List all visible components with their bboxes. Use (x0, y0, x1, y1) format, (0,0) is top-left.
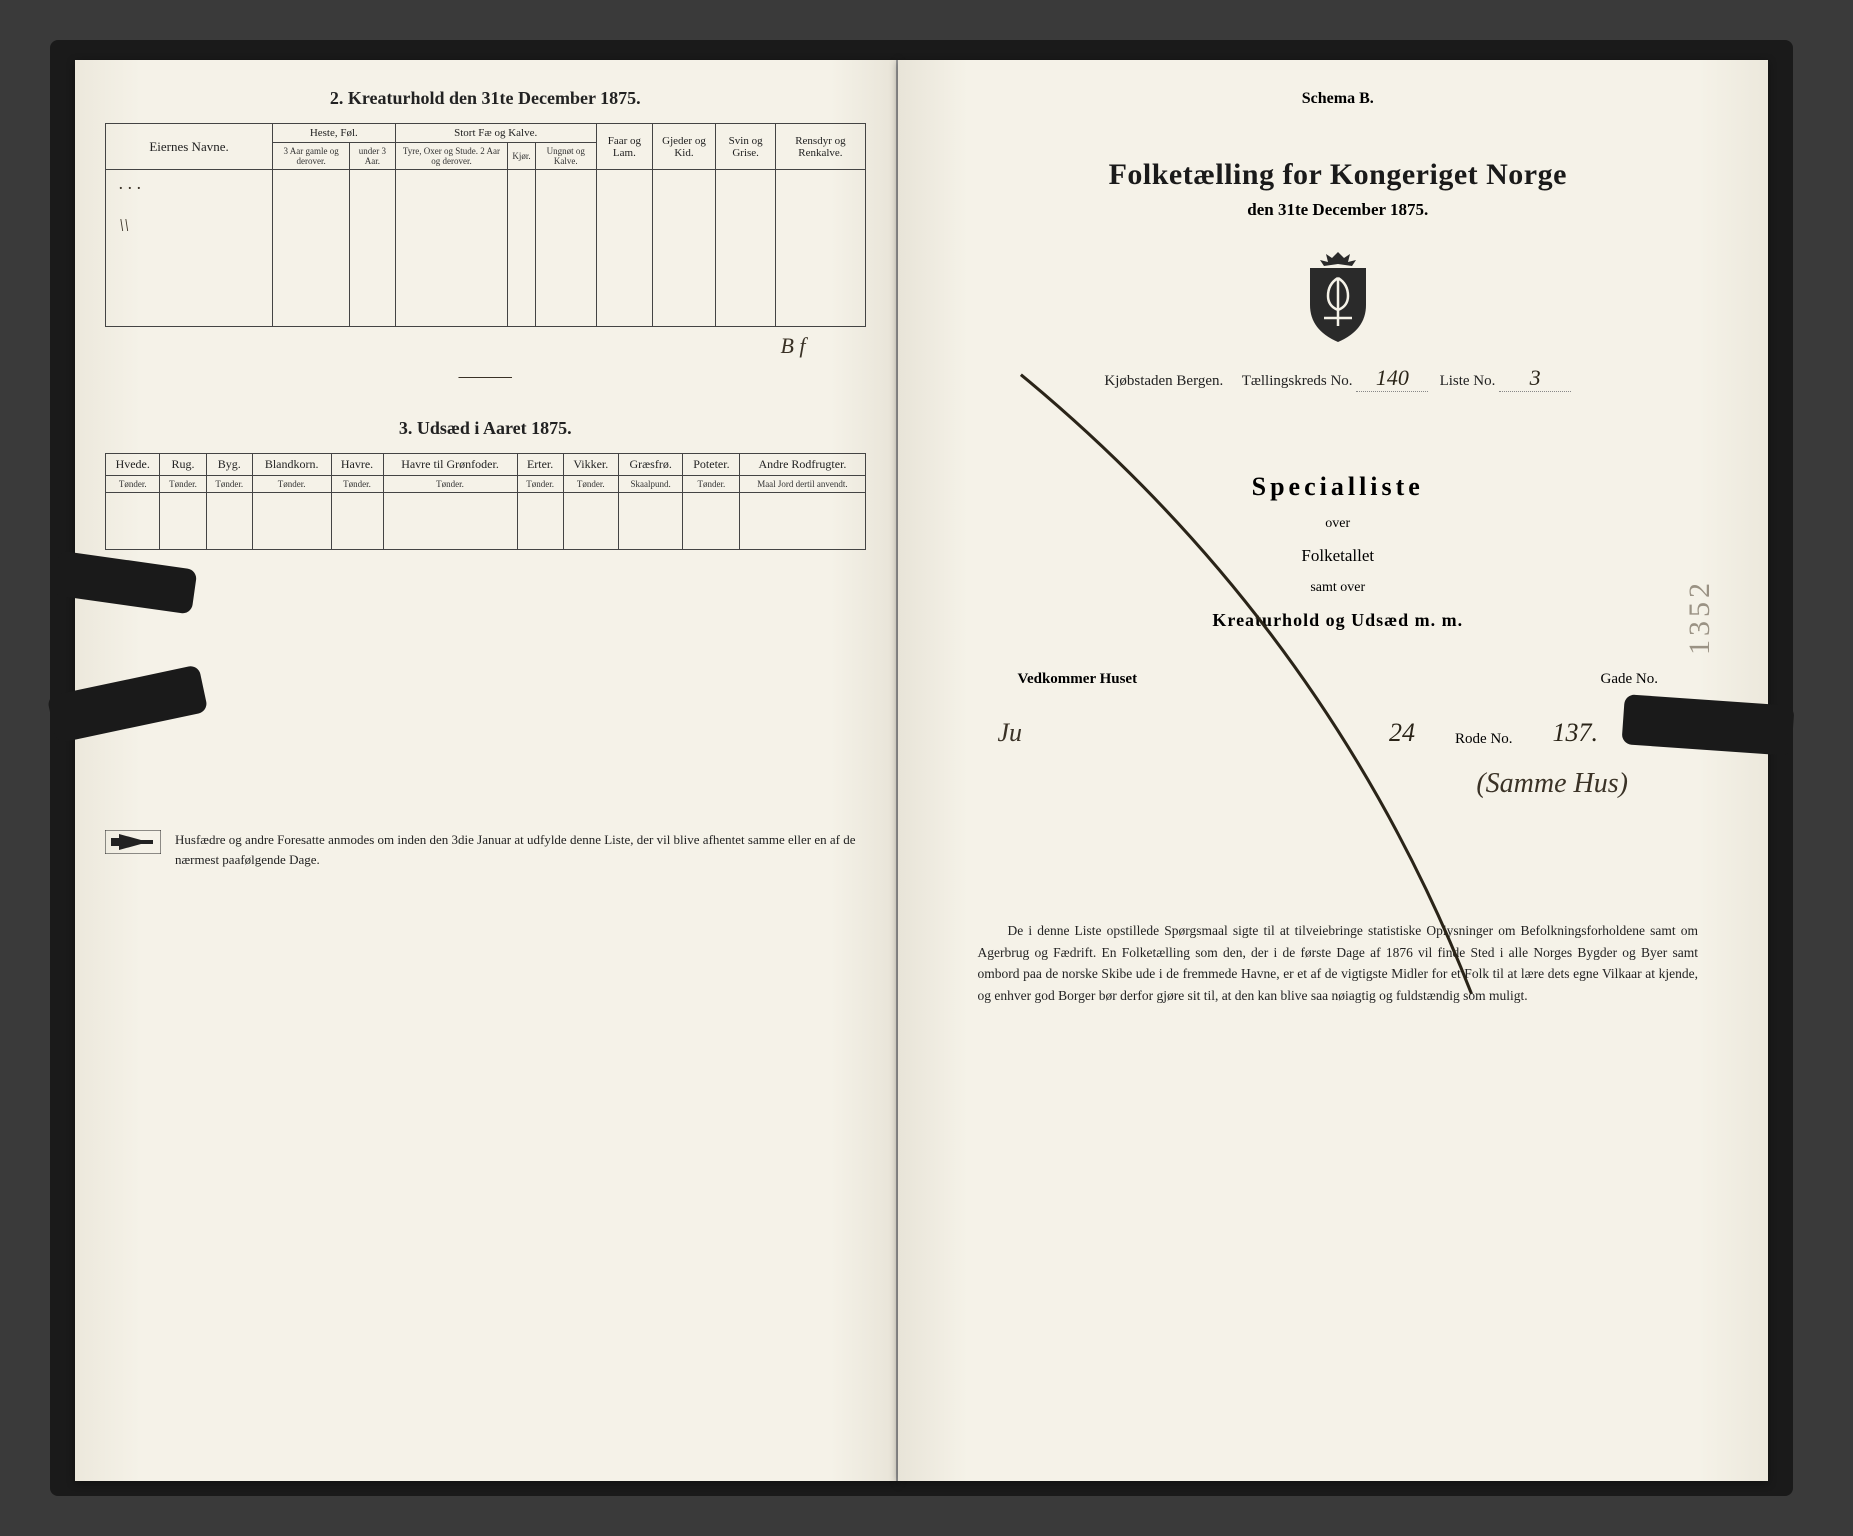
cell (740, 493, 865, 550)
left-page: 2. Kreaturhold den 31te December 1875. E… (75, 60, 898, 1481)
cell (160, 493, 206, 550)
section-3-title: 3. Udsæd i Aaret 1875. (105, 418, 866, 439)
handwritten-mark: B f (105, 333, 866, 359)
cell (252, 493, 331, 550)
seed-col-header: Andre Rodfrugter. (740, 454, 865, 476)
gade-value: 24 (1389, 718, 1415, 748)
gade-label: Gade No. (1601, 671, 1658, 688)
footnote-text: Husfædre og andre Foresatte anmodes om i… (175, 830, 866, 869)
seed-col-unit: Tønder. (106, 476, 160, 493)
seed-col-unit: Tønder. (563, 476, 618, 493)
col-sheep: Faar og Lam. (596, 124, 652, 170)
section-2-title: 2. Kreaturhold den 31te December 1875. (105, 88, 866, 109)
pointing-hand-icon (105, 830, 161, 854)
seed-col-header: Hvede. (106, 454, 160, 476)
cell (350, 170, 396, 327)
rode-value: 137. (1553, 718, 1599, 748)
subline-samt: samt over (958, 580, 1719, 596)
seed-table: Hvede.Rug.Byg.Blandkorn.Havre.Havre til … (105, 453, 866, 550)
seed-col-header: Byg. (206, 454, 252, 476)
liste-label: Liste No. (1440, 373, 1496, 389)
cell (683, 493, 740, 550)
col-reindeer: Rensdyr og Renkalve. (776, 124, 865, 170)
seed-col-unit: Skaalpund. (618, 476, 683, 493)
sub-date: den 31te December 1875. (958, 200, 1719, 220)
cell (596, 170, 652, 327)
dash-mark: ——— (105, 365, 866, 388)
seed-col-unit: Maal Jord dertil anvendt. (740, 476, 865, 493)
bottom-paragraph: De i denne Liste opstillede Spørgsmaal s… (958, 920, 1719, 1006)
subline-over: over (958, 516, 1719, 532)
seed-col-header: Erter. (517, 454, 563, 476)
seed-col-header: Vikker. (563, 454, 618, 476)
seed-col-unit: Tønder. (683, 476, 740, 493)
col-group-cattle: Stort Fæ og Kalve. (395, 124, 596, 143)
seed-col-unit: Tønder. (383, 476, 517, 493)
kreds-label: Tællingskreds No. (1242, 373, 1353, 389)
seed-col-header: Havre til Grønfoder. (383, 454, 517, 476)
col-pigs: Svin og Grise. (716, 124, 776, 170)
subline-kreatur: Kreaturhold og Udsæd m. m. (958, 610, 1719, 631)
sub-c3: Ungnøt og Kalve. (535, 143, 596, 170)
vedkommer-label: Vedkommer Huset (1018, 671, 1138, 687)
book-spread: 2. Kreaturhold den 31te December 1875. E… (75, 60, 1768, 1481)
cell (517, 493, 563, 550)
kreds-value: 140 (1356, 365, 1428, 392)
cell (273, 170, 350, 327)
seed-col-header: Rug. (160, 454, 206, 476)
seed-col-unit: Tønder. (160, 476, 206, 493)
address-row-1: Vedkommer Huset Gade No. (958, 671, 1719, 688)
footnote: Husfædre og andre Foresatte anmodes om i… (105, 830, 866, 869)
seed-col-unit: Tønder. (206, 476, 252, 493)
sub-h1: 3 Aar gamle og derover. (273, 143, 350, 170)
table-data-row: . . . \\ (106, 170, 866, 327)
liste-value: 3 (1499, 365, 1571, 392)
specialliste-title: Specialliste (958, 472, 1719, 502)
seed-data-row (106, 493, 866, 550)
cell (206, 493, 252, 550)
table-header-row: Eiernes Navne. Heste, Føl. Stort Fæ og K… (106, 124, 866, 143)
address-row-2: Ju 24 Rode No. 137. (958, 718, 1719, 748)
right-page: Schema B. Folketælling for Kongeriget No… (898, 60, 1769, 1481)
cell (563, 493, 618, 550)
seed-col-unit: Tønder. (517, 476, 563, 493)
cell (331, 493, 383, 550)
sub-c1: Tyre, Oxer og Stude. 2 Aar og derover. (395, 143, 508, 170)
owner-cell: . . . \\ (106, 170, 273, 327)
col-owner: Eiernes Navne. (106, 124, 273, 170)
cell (618, 493, 683, 550)
cell (508, 170, 535, 327)
cell (383, 493, 517, 550)
handwritten-note: (Samme Hus) (958, 768, 1719, 800)
seed-col-header: Poteter. (683, 454, 740, 476)
sub-c2: Kjør. (508, 143, 535, 170)
sub-h2: under 3 Aar. (350, 143, 396, 170)
seed-col-header: Græsfrø. (618, 454, 683, 476)
col-goats: Gjeder og Kid. (652, 124, 715, 170)
handwritten-mark-2: Ju (998, 718, 1023, 748)
seed-col-unit: Tønder. (252, 476, 331, 493)
cell (395, 170, 508, 327)
main-title: Folketælling for Kongeriget Norge (958, 158, 1719, 192)
livestock-table: Eiernes Navne. Heste, Føl. Stort Fæ og K… (105, 123, 866, 327)
seed-col-header: Havre. (331, 454, 383, 476)
rode-label: Rode No. (1455, 731, 1513, 748)
schema-label: Schema B. (958, 90, 1719, 108)
cell (776, 170, 865, 327)
page-number: 1352 (1683, 579, 1717, 655)
cell (535, 170, 596, 327)
seed-units-row: Tønder.Tønder.Tønder.Tønder.Tønder.Tønde… (106, 476, 866, 493)
location-line: Kjøbstaden Bergen. Tællingskreds No. 140… (958, 365, 1719, 392)
cell (716, 170, 776, 327)
seed-col-unit: Tønder. (331, 476, 383, 493)
col-group-horses: Heste, Føl. (273, 124, 396, 143)
seed-col-header: Blandkorn. (252, 454, 331, 476)
cell (106, 493, 160, 550)
city-label: Kjøbstaden Bergen. (1104, 373, 1223, 389)
subline-folketallet: Folketallet (958, 546, 1719, 566)
seed-header-row: Hvede.Rug.Byg.Blandkorn.Havre.Havre til … (106, 454, 866, 476)
coat-of-arms-icon (1298, 250, 1378, 345)
cell (652, 170, 715, 327)
